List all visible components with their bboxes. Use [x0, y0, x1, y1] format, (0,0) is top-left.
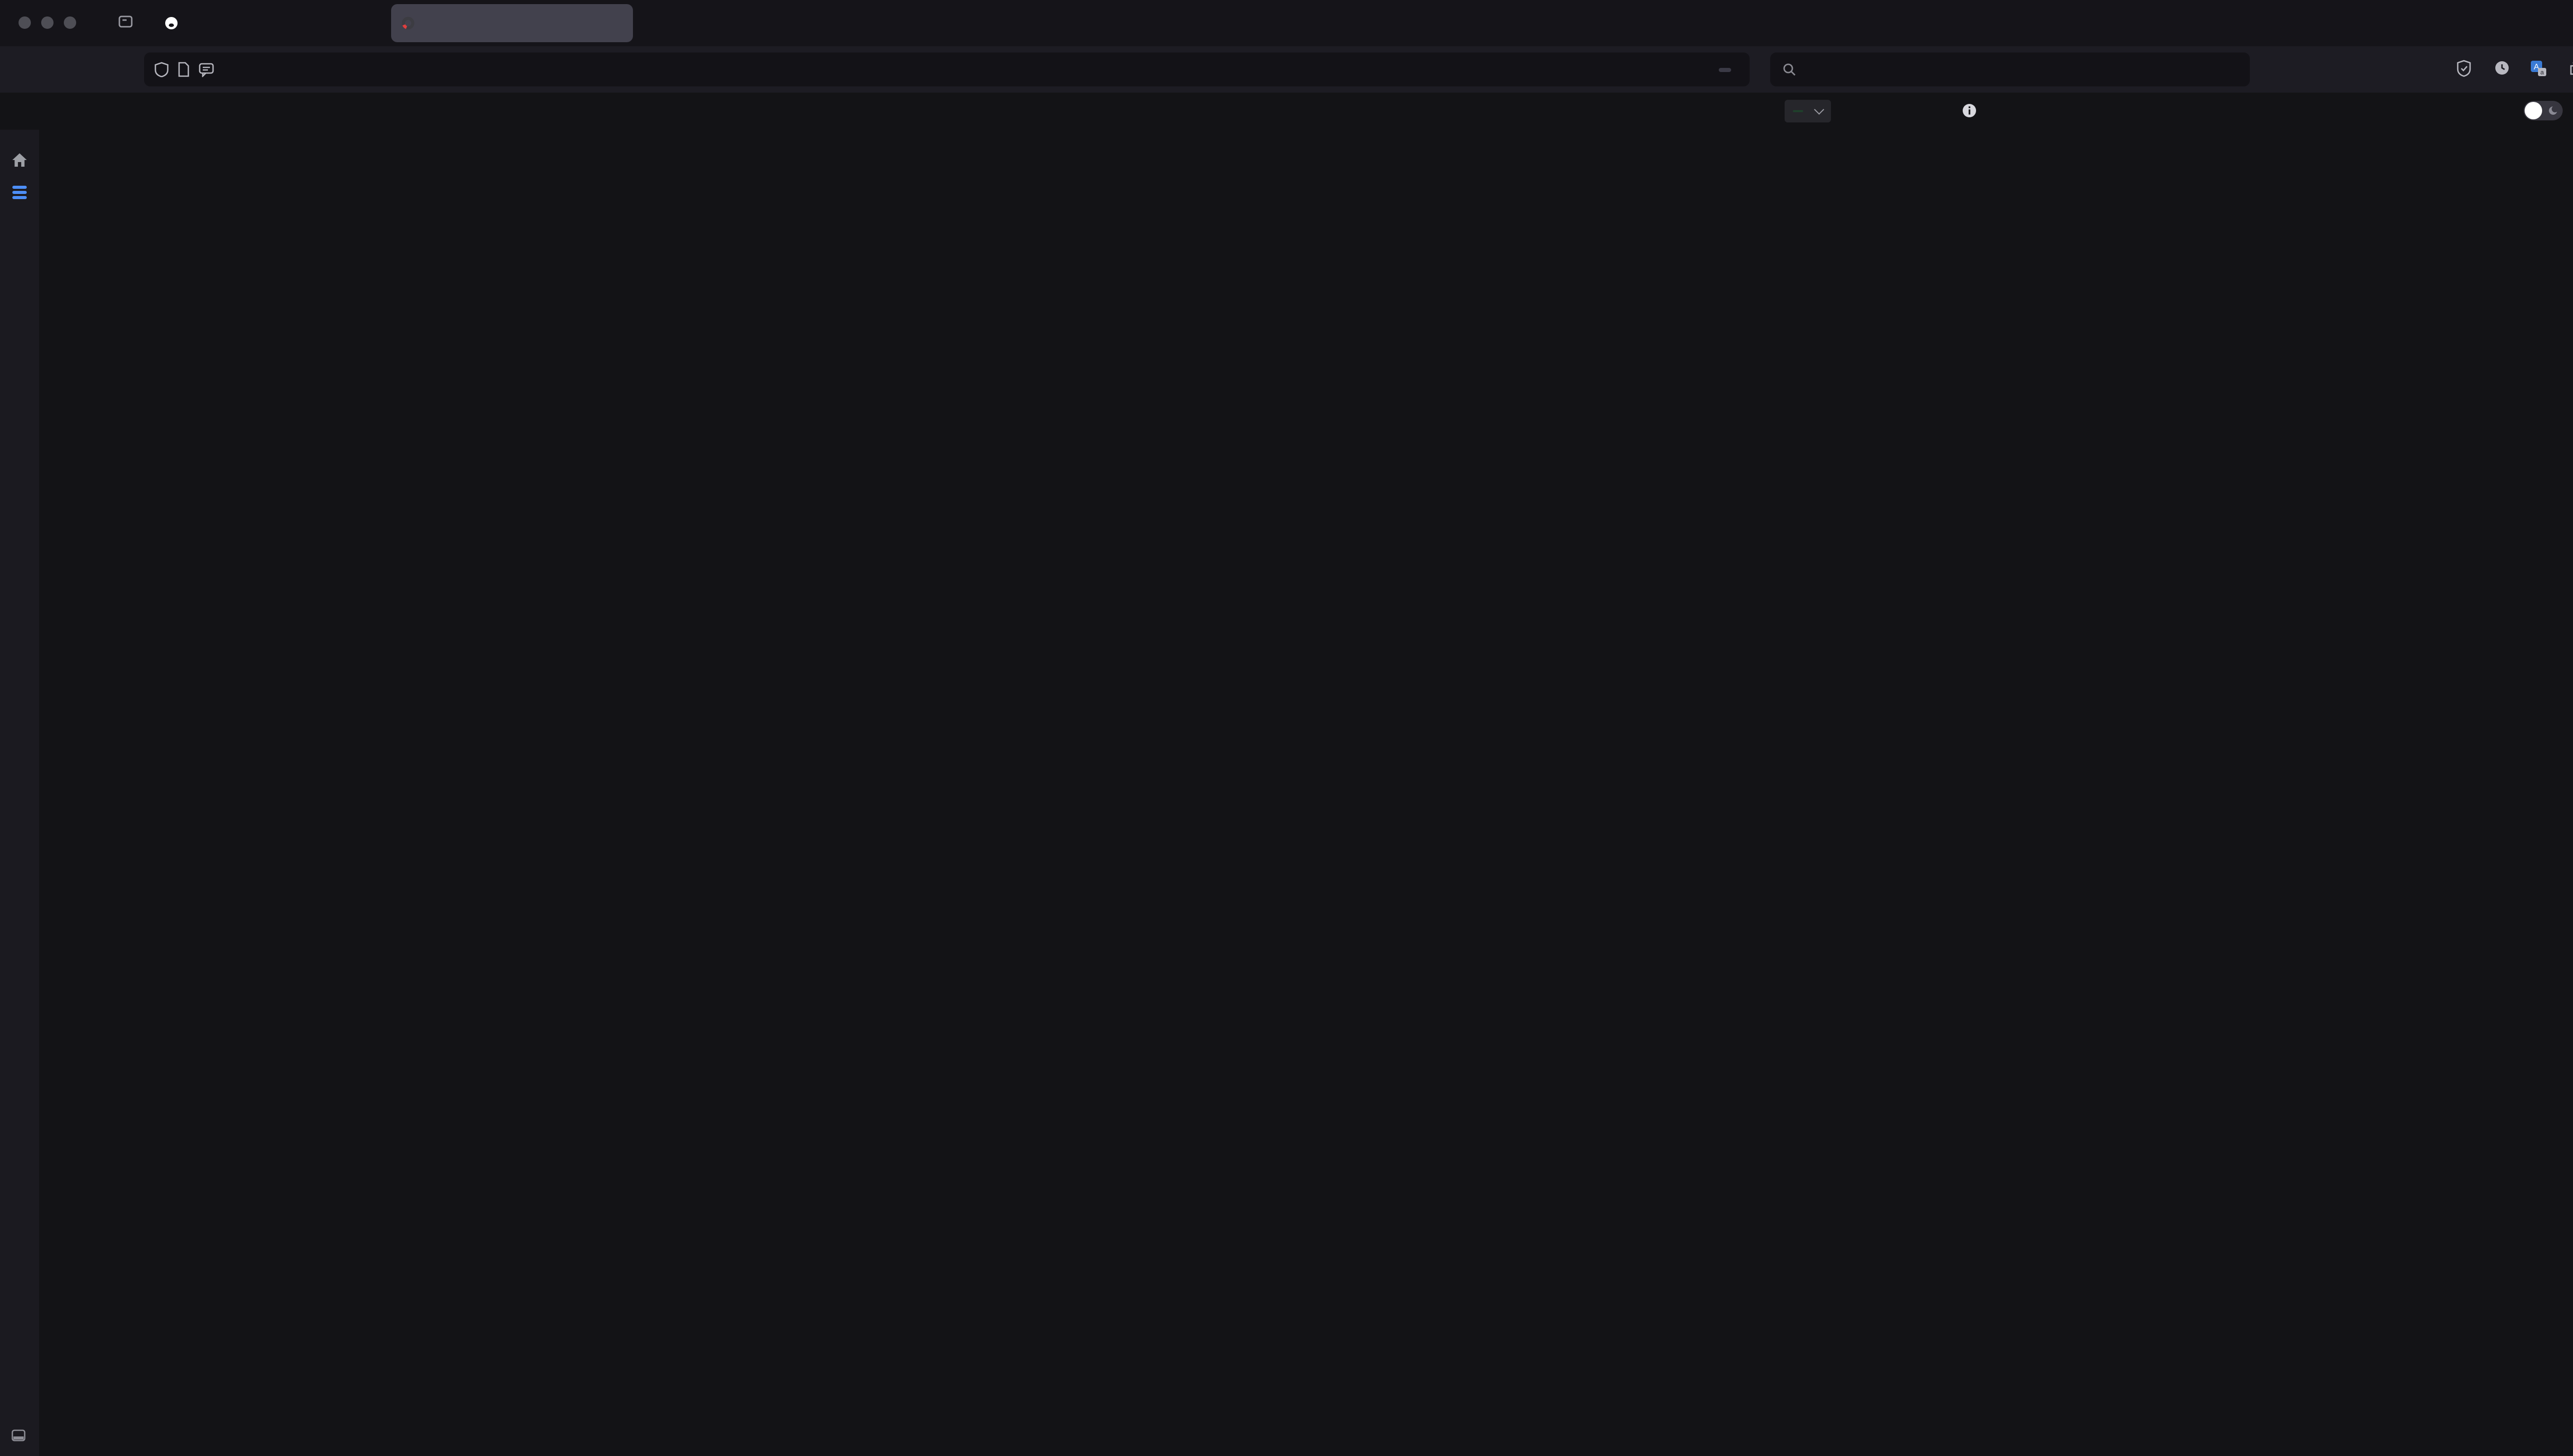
- permissions-icon[interactable]: [199, 62, 214, 77]
- svg-text:A: A: [2534, 63, 2540, 72]
- url-bar[interactable]: [144, 52, 1750, 86]
- moon-icon: [2549, 106, 2557, 115]
- github-icon: [165, 17, 178, 29]
- sidebar: [0, 130, 39, 1456]
- chevron-down-icon: [1814, 104, 1824, 115]
- zoom-level-badge[interactable]: [1719, 67, 1731, 72]
- tab-github[interactable]: [154, 0, 403, 46]
- cpu-usage-chart[interactable]: [247, 1323, 556, 1456]
- tab-overview-icon[interactable]: [117, 13, 134, 35]
- panel-toggle-icon[interactable]: [11, 1428, 26, 1447]
- page-info-icon[interactable]: [177, 62, 190, 77]
- theme-toggle[interactable]: [2524, 101, 2563, 120]
- window-minimize-button[interactable]: [41, 16, 54, 29]
- search-input[interactable]: [1770, 52, 2250, 86]
- tab-neetbox[interactable]: [391, 4, 633, 42]
- neetbox-icon: [401, 16, 415, 30]
- search-icon: [1783, 63, 1795, 76]
- share-icon[interactable]: [2568, 60, 2573, 81]
- toggle-knob: [2525, 102, 2542, 119]
- shield-icon[interactable]: [154, 62, 169, 77]
- tab-strip: [0, 0, 2573, 47]
- cpu-label-row: [62, 1313, 67, 1325]
- app-header: [0, 93, 2573, 130]
- run-select-dropdown[interactable]: [1785, 100, 1831, 122]
- sidebar-item-project-list[interactable]: [12, 185, 27, 205]
- history-clock-icon[interactable]: [2494, 60, 2510, 81]
- account-shield-icon[interactable]: [2456, 60, 2472, 82]
- window-close-button[interactable]: [19, 16, 31, 29]
- run-status-badge: [1793, 110, 1803, 112]
- sidebar-item-home[interactable]: [11, 152, 28, 173]
- window-zoom-button[interactable]: [64, 16, 76, 29]
- info-icon[interactable]: [1962, 103, 1977, 123]
- svg-text:a: a: [2541, 68, 2544, 76]
